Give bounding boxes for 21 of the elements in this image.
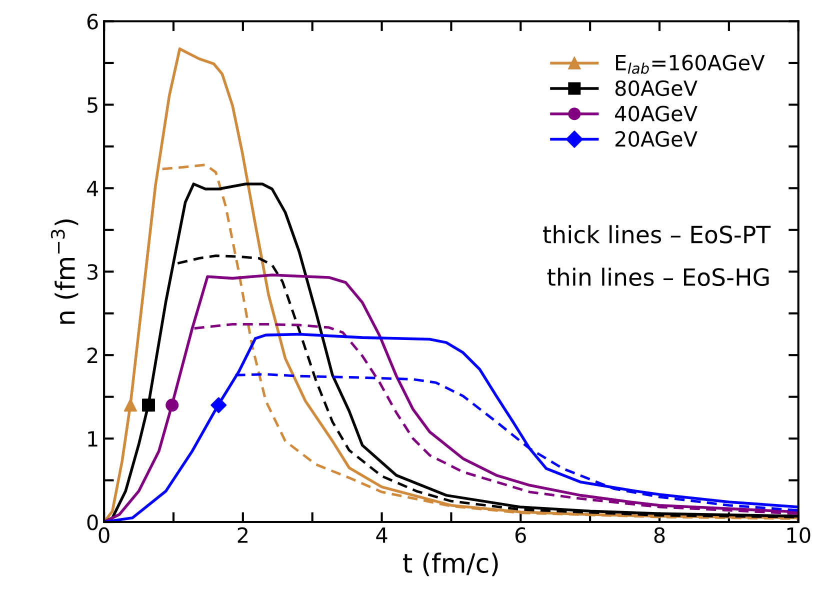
x-tick-label: 10 [787, 527, 810, 544]
y-tick-label: 5 [88, 97, 98, 113]
legend-label: 20AGeV [616, 131, 698, 147]
x-tick-label: 6 [515, 527, 526, 544]
annotation: thick lines – EoS-PT [543, 225, 771, 244]
x-tick-label: 2 [238, 527, 248, 543]
x-axis-title: t (fm/c) [403, 552, 498, 576]
x-tick-label: 0 [98, 527, 110, 544]
y-axis-title: n (fm$^{−3}$) [50, 219, 78, 324]
legend-label: 80AGeV [615, 80, 698, 96]
legend-label: E$_{lab}$=160AGeV [616, 54, 765, 74]
annotation: thin lines – EoS-HG [547, 268, 769, 286]
y-tick-label: 1 [88, 431, 98, 446]
y-tick-label: 6 [87, 14, 98, 30]
x-tick-label: 4 [376, 528, 388, 543]
y-tick-label: 2 [87, 348, 98, 364]
y-tick-label: 0 [87, 514, 98, 530]
y-tick-label: 4 [86, 180, 98, 196]
x-tick-label: 8 [654, 527, 665, 544]
legend-label: 40AGeV [615, 106, 698, 122]
y-tick-label: 3 [88, 264, 98, 280]
